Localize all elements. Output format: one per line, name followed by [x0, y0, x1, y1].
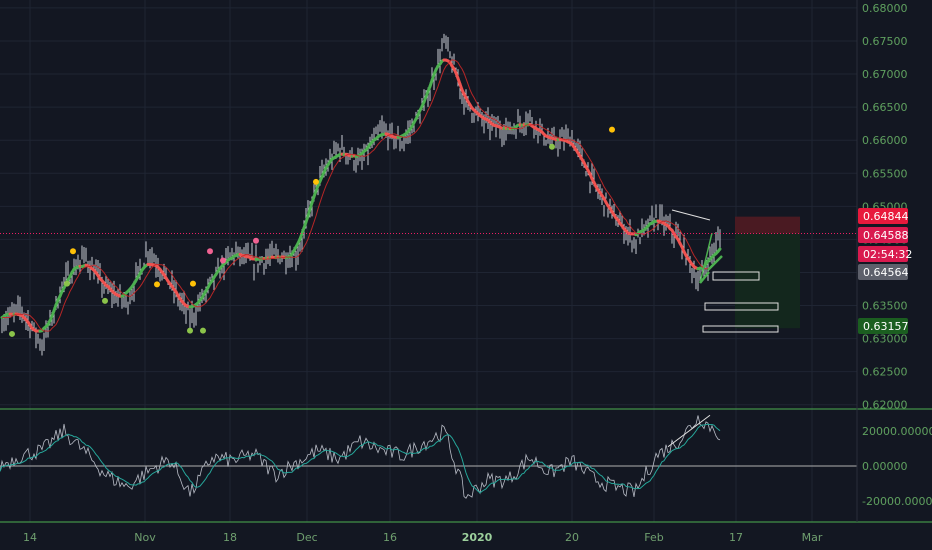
- signal-dot: [187, 327, 193, 334]
- price-badge-bg: [858, 264, 908, 280]
- price-badge-bg: [858, 246, 908, 262]
- moving-average: [0, 58, 722, 333]
- y-tick-label: 0.67000: [862, 68, 908, 81]
- stop-loss-zone: [735, 216, 800, 234]
- take-profit-zone: [735, 233, 800, 329]
- signal-dot: [549, 143, 555, 150]
- slow-ma-line: [2, 59, 721, 332]
- signal-dot: [9, 330, 15, 337]
- price-badge: 0.64564: [858, 264, 909, 280]
- price-labels: 0.64844 0.64588 02:54:32 0.64564 0.63157: [858, 208, 912, 334]
- x-tick-label: Nov: [134, 531, 156, 544]
- x-tick-label: 20: [565, 531, 579, 544]
- signal-dot: [70, 248, 76, 255]
- drawings: [0, 209, 857, 333]
- y-tick-label: 0.62500: [862, 366, 908, 379]
- price-badge: 02:54:32: [858, 246, 912, 262]
- price-badge-text: 02:54:32: [863, 248, 912, 261]
- oscillator-pane: [0, 414, 857, 499]
- signal-dots: [9, 126, 615, 337]
- oscillator-line: [0, 415, 721, 499]
- ma-segment-up: [716, 247, 722, 253]
- x-tick-label: 17: [729, 531, 743, 544]
- oscillator-trend-line: [667, 414, 711, 448]
- y-tick-label: 0.63000: [862, 333, 908, 346]
- green-drawing-line: [707, 255, 723, 271]
- x-tick-label: Mar: [802, 531, 823, 544]
- price-badge: 0.64844: [858, 208, 909, 224]
- x-tick-label: 2020: [462, 531, 493, 544]
- x-tick-label: 16: [383, 531, 397, 544]
- price-badge: 0.64588: [858, 227, 909, 243]
- x-tick-label: Dec: [296, 531, 317, 544]
- target-box-1: [712, 271, 760, 281]
- signal-dot: [64, 280, 70, 287]
- osc-tick-label: -20000.00000: [862, 495, 932, 508]
- signal-dot: [200, 327, 206, 334]
- price-badge-bg: [858, 318, 908, 334]
- green-drawing-line: [699, 232, 713, 284]
- green-drawing-line: [699, 271, 710, 284]
- signal-dot: [207, 248, 213, 255]
- signal-dot: [609, 126, 615, 133]
- signal-dot: [102, 297, 108, 304]
- x-tick-label: 14: [23, 531, 37, 544]
- osc-tick-label: 20000.00000: [862, 425, 932, 438]
- price-badge-bg: [858, 227, 908, 243]
- trade-zones: [735, 216, 800, 329]
- signal-dot: [313, 178, 319, 185]
- trend-line: [671, 209, 711, 221]
- price-badge-text: 0.64564: [863, 266, 909, 279]
- signal-line: [0, 423, 721, 494]
- osc-tick-label: 0.00000: [862, 460, 908, 473]
- x-tick-label: 18: [223, 531, 237, 544]
- price-badge-text: 0.63157: [863, 320, 909, 333]
- y-tick-label: 0.68000: [862, 2, 908, 15]
- y-tick-label: 0.65500: [862, 167, 908, 180]
- signal-dot: [220, 257, 226, 264]
- y-tick-label: 0.66500: [862, 101, 908, 114]
- y-tick-label: 0.66000: [862, 134, 908, 147]
- signal-dot: [253, 237, 259, 244]
- price-badge-bg: [858, 208, 908, 224]
- y-tick-label: 0.63500: [862, 300, 908, 313]
- signal-dot: [190, 280, 196, 287]
- price-badge-text: 0.64844: [863, 210, 909, 223]
- x-tick-label: Feb: [644, 531, 663, 544]
- price-badge: 0.63157: [858, 318, 909, 334]
- y-tick-label: 0.67500: [862, 35, 908, 48]
- target-box-3: [702, 325, 779, 333]
- price-badge-text: 0.64588: [863, 229, 909, 242]
- target-box-2: [704, 302, 779, 311]
- y-tick-label: 0.62000: [862, 399, 908, 412]
- signal-dot: [154, 281, 160, 288]
